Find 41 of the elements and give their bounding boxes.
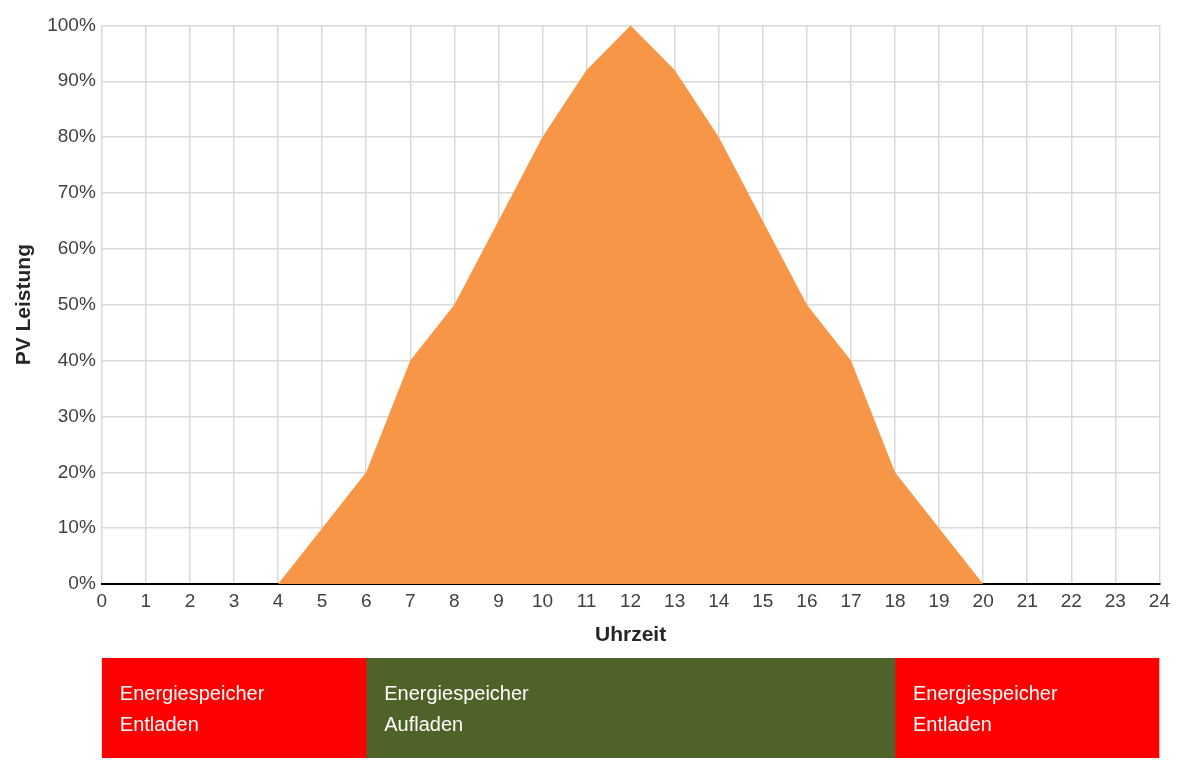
x-tick-label: 15 bbox=[752, 589, 774, 611]
y-tick-label: 90% bbox=[57, 69, 96, 91]
x-tick-label: 16 bbox=[796, 589, 818, 611]
x-tick-label: 19 bbox=[928, 589, 950, 611]
x-tick-label: 20 bbox=[972, 589, 994, 611]
x-tick-label: 14 bbox=[708, 589, 730, 611]
x-tick-label: 9 bbox=[493, 589, 504, 611]
y-tick-label: 60% bbox=[57, 237, 96, 259]
y-axis-title: PV Leistung bbox=[11, 244, 35, 366]
x-tick-label: 3 bbox=[228, 589, 240, 611]
x-tick-label: 21 bbox=[1016, 589, 1038, 611]
x-tick-label: 11 bbox=[576, 589, 597, 611]
x-axis-title: Uhrzeit bbox=[595, 622, 667, 646]
x-tick-label: 4 bbox=[272, 589, 284, 611]
series-label: Energiespeicher Entladen bbox=[119, 681, 265, 735]
x-tick-label: 8 bbox=[449, 589, 460, 611]
y-tick-label: 30% bbox=[57, 404, 96, 426]
y-tick-label: 20% bbox=[57, 460, 96, 482]
y-tick-label: 0% bbox=[68, 572, 96, 594]
x-tick-label: 6 bbox=[360, 589, 372, 611]
series-label: Energiespeicher Entladen bbox=[913, 681, 1058, 735]
x-tick-label: 7 bbox=[404, 589, 416, 611]
y-tick-label: 100% bbox=[47, 13, 96, 35]
x-tick-label: 12 bbox=[620, 589, 642, 611]
y-tick-label: 70% bbox=[57, 181, 96, 203]
y-tick-label: 40% bbox=[57, 348, 96, 370]
x-tick-label: 24 bbox=[1148, 589, 1171, 611]
y-tick-label: 50% bbox=[57, 292, 96, 314]
x-tick-label: 1 bbox=[140, 589, 152, 611]
x-tick-label: 18 bbox=[884, 589, 906, 611]
y-tick-label: 80% bbox=[57, 125, 96, 147]
x-tick-label: 0 bbox=[96, 589, 108, 611]
x-tick-label: 23 bbox=[1104, 589, 1126, 611]
x-tick-label: 22 bbox=[1060, 589, 1082, 611]
x-tick-label: 5 bbox=[316, 589, 328, 611]
x-tick-label: 17 bbox=[840, 589, 862, 611]
series-label: Energiespeicher Aufladen bbox=[384, 681, 530, 735]
y-tick-label: 10% bbox=[57, 516, 96, 538]
x-tick-label: 2 bbox=[184, 589, 196, 611]
x-tick-label: 13 bbox=[664, 589, 686, 611]
x-tick-label: 10 bbox=[531, 589, 554, 611]
